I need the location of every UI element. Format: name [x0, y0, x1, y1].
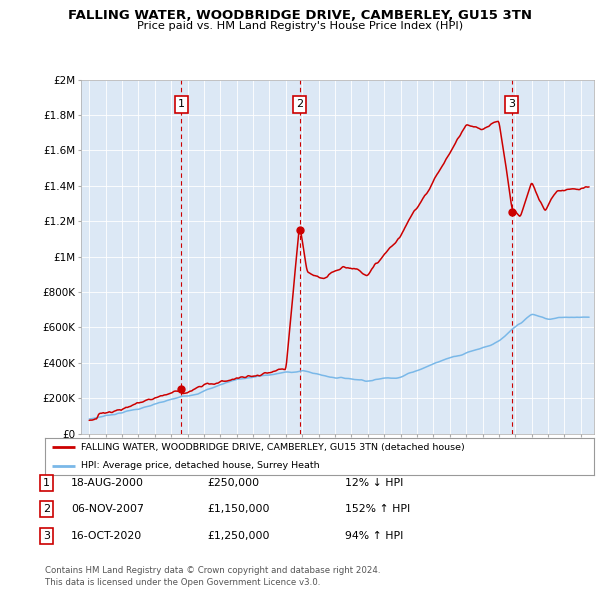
Text: £1,250,000: £1,250,000: [207, 531, 269, 540]
Text: 152% ↑ HPI: 152% ↑ HPI: [345, 504, 410, 514]
Text: 1: 1: [43, 478, 50, 487]
Text: Contains HM Land Registry data © Crown copyright and database right 2024.
This d: Contains HM Land Registry data © Crown c…: [45, 566, 380, 587]
Text: 18-AUG-2000: 18-AUG-2000: [71, 478, 144, 487]
Text: 94% ↑ HPI: 94% ↑ HPI: [345, 531, 403, 540]
Text: FALLING WATER, WOODBRIDGE DRIVE, CAMBERLEY, GU15 3TN: FALLING WATER, WOODBRIDGE DRIVE, CAMBERL…: [68, 9, 532, 22]
Text: £1,150,000: £1,150,000: [207, 504, 269, 514]
Text: 16-OCT-2020: 16-OCT-2020: [71, 531, 142, 540]
Text: Price paid vs. HM Land Registry's House Price Index (HPI): Price paid vs. HM Land Registry's House …: [137, 21, 463, 31]
Text: 12% ↓ HPI: 12% ↓ HPI: [345, 478, 403, 487]
Text: £250,000: £250,000: [207, 478, 259, 487]
Text: FALLING WATER, WOODBRIDGE DRIVE, CAMBERLEY, GU15 3TN (detached house): FALLING WATER, WOODBRIDGE DRIVE, CAMBERL…: [80, 442, 464, 452]
Text: HPI: Average price, detached house, Surrey Heath: HPI: Average price, detached house, Surr…: [80, 461, 319, 470]
Text: 1: 1: [178, 100, 185, 109]
Text: 3: 3: [508, 100, 515, 109]
Text: 2: 2: [43, 504, 50, 514]
Text: 3: 3: [43, 531, 50, 540]
Text: 2: 2: [296, 100, 303, 109]
Text: 06-NOV-2007: 06-NOV-2007: [71, 504, 143, 514]
